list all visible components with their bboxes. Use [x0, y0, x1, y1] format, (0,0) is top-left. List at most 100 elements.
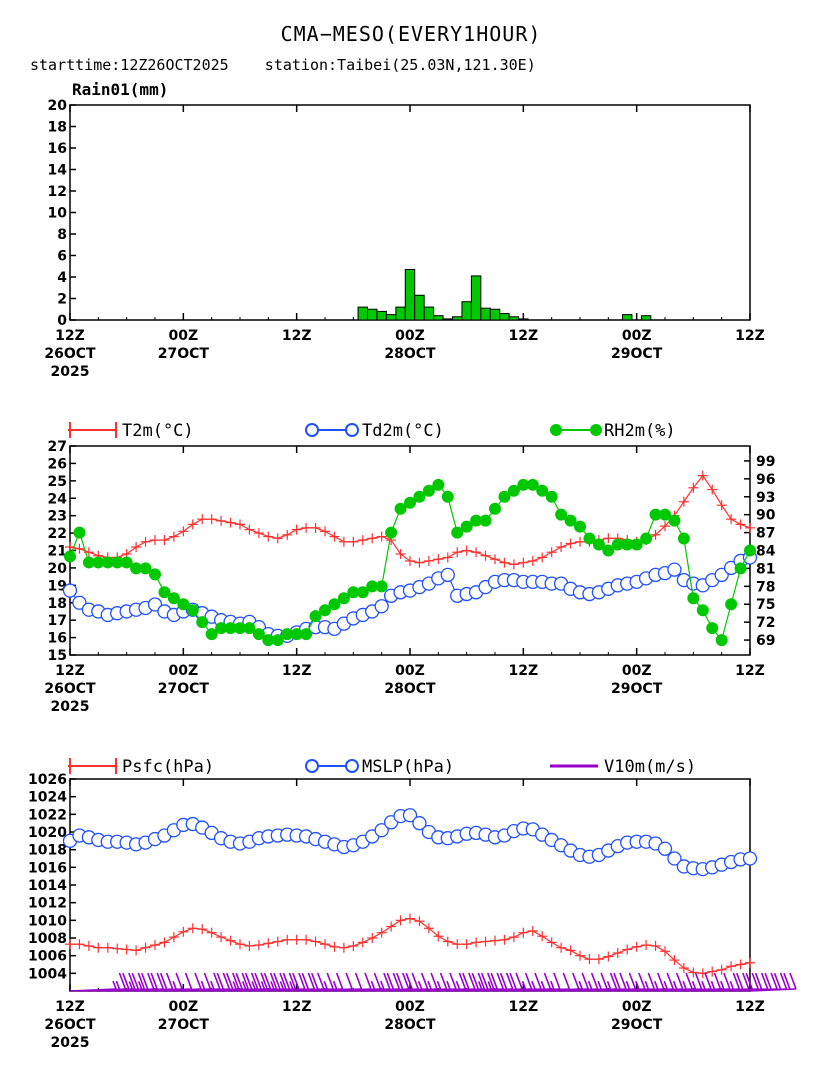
t2m-point-20 — [253, 528, 264, 539]
rain-bar-19 — [640, 315, 652, 321]
t2m-point-15 — [206, 514, 217, 525]
psfc-point-49 — [527, 925, 538, 936]
rain-x-year-0: 2025 — [51, 364, 90, 380]
psfc-point-37 — [414, 916, 425, 927]
temp-x-tick-6: 12Z — [735, 663, 765, 679]
rh2m-point-14 — [196, 616, 209, 629]
press-y-tick-6: 1016 — [28, 860, 67, 876]
mslp-point-72 — [742, 851, 758, 866]
td2m-point-40 — [440, 567, 455, 583]
t2m-point-49 — [527, 555, 538, 566]
temp-y-tick-9: 24 — [48, 491, 68, 507]
rh2m-point-57 — [602, 544, 615, 557]
rain-bar-18 — [622, 314, 633, 321]
t2m-point-52 — [556, 542, 567, 553]
psfc-point-15 — [206, 927, 217, 938]
psfc-point-41 — [452, 939, 463, 950]
t2m-line — [69, 474, 751, 566]
wind-barb-2 — [88, 972, 136, 992]
rain-bar-11 — [461, 301, 472, 321]
rh2m-point-26 — [309, 610, 322, 623]
rh2m-point-12 — [177, 598, 190, 611]
psfc-point-38 — [423, 923, 434, 934]
t2m-point-62 — [650, 529, 661, 540]
psfc-point-52 — [556, 942, 567, 953]
rh2m-point-15 — [205, 628, 218, 641]
t2m-point-45 — [490, 554, 500, 565]
t2m-legend-marker — [69, 422, 117, 438]
td2m-point-64 — [667, 562, 682, 577]
td2m-point-69 — [714, 567, 729, 583]
rh2m-point-37 — [413, 490, 426, 503]
td2m-point-33 — [374, 599, 389, 614]
t2m-point-43 — [471, 547, 482, 558]
psfc-point-16 — [216, 932, 227, 943]
rain-bar-2 — [376, 310, 387, 321]
t2m-point-33 — [376, 531, 387, 542]
t2m-point-7 — [131, 542, 142, 553]
rain-bar-17 — [518, 318, 529, 321]
press-x-tick-4: 12Z — [509, 999, 539, 1015]
psfc-point-9 — [150, 940, 160, 951]
t2m-point-63 — [660, 521, 670, 532]
psfc-point-45 — [490, 935, 500, 946]
t2m-point-70 — [726, 514, 737, 525]
rain-x-tick-5: 00Z — [622, 328, 652, 344]
t2m-point-40 — [442, 552, 453, 563]
t2m-point-12 — [178, 526, 189, 537]
rh2m-point-39 — [432, 478, 445, 491]
temp-x-date-1: 27OCT — [158, 681, 210, 697]
temp-y-tick-7: 22 — [48, 526, 67, 542]
rain-bar-4 — [395, 306, 406, 321]
rh2m-point-61 — [640, 532, 653, 545]
mslp-point-37 — [412, 816, 427, 831]
rh2m-point-35 — [394, 502, 407, 515]
rh-y2-tick-6: 87 — [756, 526, 775, 542]
rh2m-point-46 — [498, 490, 511, 503]
t2m-point-37 — [414, 557, 425, 568]
psfc-point-68 — [707, 966, 718, 977]
psfc-point-26 — [310, 936, 321, 947]
psfc-point-56 — [593, 954, 604, 965]
psfc-point-24 — [291, 934, 302, 945]
rh-y2-tick-2: 75 — [756, 597, 775, 613]
psfc-point-65 — [678, 963, 689, 974]
rain-x-date-0: 26OCT — [44, 346, 96, 362]
psfc-point-27 — [320, 939, 330, 950]
psfc-point-12 — [178, 926, 189, 937]
psfc-point-46 — [499, 934, 510, 945]
psfc-point-69 — [716, 964, 727, 975]
psfc-point-0 — [65, 939, 75, 950]
t2m-point-14 — [197, 514, 208, 525]
rh2m-point-11 — [167, 592, 180, 605]
psfc-point-50 — [537, 931, 548, 942]
rh2m-legend-marker — [550, 424, 562, 436]
press-x-tick-5: 00Z — [622, 999, 652, 1015]
psfc-legend-label: Psfc(hPa) — [122, 757, 214, 777]
press-x-tick-2: 12Z — [282, 999, 312, 1015]
rh2m-point-54 — [574, 520, 586, 533]
psfc-point-23 — [282, 934, 293, 945]
t2m-point-27 — [320, 526, 330, 537]
rain-bar-10 — [452, 316, 463, 321]
rain-bar-16 — [508, 316, 520, 321]
t2m-point-46 — [499, 557, 510, 568]
temp-y-tick-11: 26 — [48, 456, 67, 472]
psfc-point-13 — [187, 923, 198, 934]
rain-bar-3 — [385, 314, 397, 321]
press-x-tick-0: 12Z — [55, 999, 85, 1015]
psfc-point-64 — [669, 955, 680, 966]
psfc-point-44 — [480, 936, 491, 947]
v10m-legend-label: V10m(m/s) — [604, 757, 696, 777]
t2m-point-1 — [74, 543, 85, 554]
rain-y-tick-5: 10 — [48, 206, 68, 222]
t2m-point-23 — [282, 529, 293, 540]
mslp-point-64 — [667, 851, 682, 866]
rain-x-date-3: 28OCT — [384, 346, 436, 362]
psfc-point-66 — [688, 967, 699, 978]
t2m-point-71 — [735, 519, 746, 530]
press-y-tick-11: 1026 — [28, 772, 67, 788]
psfc-point-8 — [140, 942, 151, 953]
rain-x-tick-6: 12Z — [735, 328, 765, 344]
temp-y-tick-2: 17 — [48, 613, 67, 629]
